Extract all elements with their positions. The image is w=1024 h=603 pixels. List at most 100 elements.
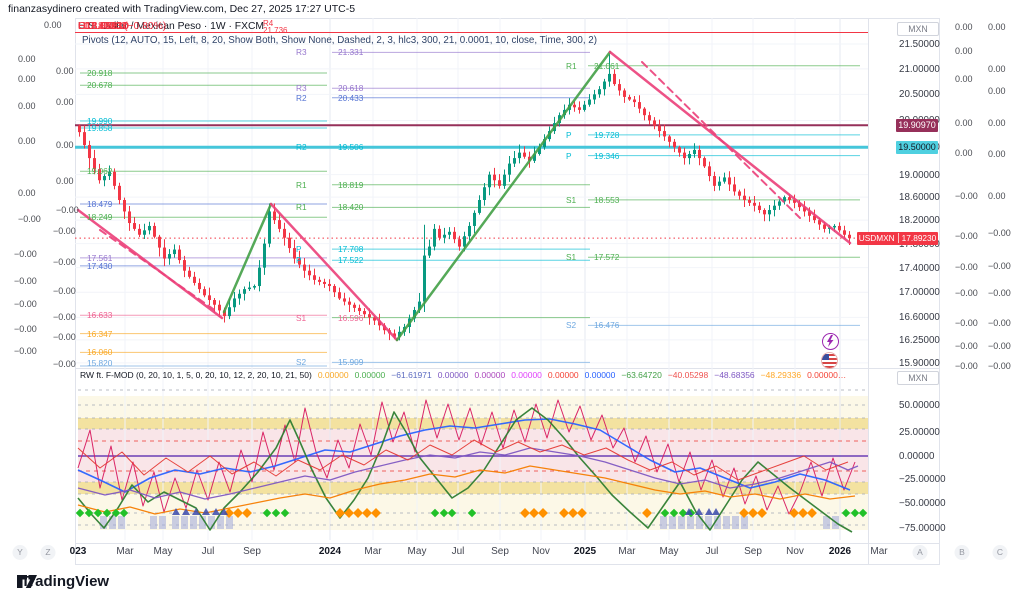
candle [458,239,461,247]
candle [778,201,781,206]
time-label-Mar[interactable]: Mar [870,546,888,557]
time-label-May[interactable]: May [153,546,173,557]
scale-value-label: −0.00 [955,341,978,351]
time-label-Sep[interactable]: Sep [744,546,762,557]
pivot-value: 16.476 [594,320,620,331]
signal-bar [823,516,830,529]
nav-circle-z[interactable]: Z [40,545,56,560]
scale-value-label: 0.00 [18,74,36,84]
scale-value-label: −0.00 [955,318,978,328]
pivot-value: 18.819 [338,179,364,190]
time-axis-separator [75,543,940,544]
candle [808,211,811,216]
time-label-Mar[interactable]: Mar [364,546,382,557]
indicator-pane[interactable] [75,368,868,543]
time-label-Sep[interactable]: Sep [491,546,509,557]
symbol-title[interactable]: U.S. Dollar / Mexican Peso · 1W · FXCM [78,21,264,32]
time-label-Mar[interactable]: Mar [618,546,636,557]
signal-bar [181,516,188,529]
nav-circle-c[interactable]: C [992,545,1008,560]
time-label-May[interactable]: May [659,546,679,557]
band-bright [78,482,868,494]
candle [358,307,361,312]
osc-magenta [77,399,856,515]
pivots-indicator-settings[interactable]: Pivots (12, AUTO, 15, Left, 8, 20, Show … [82,35,598,46]
time-label-2024[interactable]: 2024 [318,546,342,557]
candle [728,177,731,185]
lightning-icon[interactable] [822,333,839,350]
candle [678,147,681,153]
candle [83,132,86,146]
indicator-values: 0.00000 0.00000 −61.61971 0.00000 0.00000 0.0… [318,370,852,380]
candle [293,248,296,259]
candle [443,234,446,238]
orange-diamond-marker [577,508,587,518]
main-price-pane[interactable] [75,18,868,368]
candle [353,304,356,308]
time-label-May[interactable]: May [407,546,427,557]
time-label-Mar[interactable]: Mar [116,546,134,557]
candle [168,254,171,259]
signal-bar [696,516,703,529]
candle [288,237,291,249]
scale-value-label: −0.00 [988,261,1011,271]
pivot-value: 19.346 [594,150,620,161]
candle [623,90,626,97]
candle [703,158,706,167]
time-label-023[interactable]: 023 [69,546,87,557]
pivot-value: 19.728 [594,129,620,140]
candle [393,333,396,337]
time-label-Jul[interactable]: Jul [705,546,719,557]
time-label-Sep[interactable]: Sep [243,546,261,557]
nav-circle-y[interactable]: Y [12,545,28,560]
scale-value-label: 0.00 [18,101,36,111]
signal-bar [199,516,206,529]
last-price-badge: USDMXN 17.89230 [857,231,938,245]
candle [473,212,476,226]
nav-circle-b[interactable]: B [954,545,970,560]
scale-value-label: 0.00 [988,149,1006,159]
candle [88,145,91,159]
candle [463,236,466,247]
candle [313,275,316,280]
price-axis-unit[interactable]: MXN [897,22,939,36]
candle [733,184,736,192]
nav-circle-a[interactable]: A [912,545,928,560]
pivot-label: P [296,244,302,255]
indicator-axis-unit[interactable]: MXN [897,371,939,385]
orange-diamond-marker [757,508,767,518]
candle [543,139,546,148]
candle [803,207,806,212]
time-label-Jul[interactable]: Jul [451,546,465,557]
candle [508,163,511,175]
legend-drag-icon[interactable]: = [78,21,84,31]
pane-separator[interactable] [75,368,940,369]
indicator-title[interactable]: RW ft. F-MOD (0, 20, 10, 1, 5, 0, 20, 10… [80,370,312,380]
pivot-label: R2 [296,141,307,152]
candle [763,210,766,215]
us-flag-icon[interactable] [821,352,838,369]
time-label-Jul[interactable]: Jul [201,546,215,557]
pivot-value: 18.553 [594,194,620,205]
orange-diamond-marker [538,508,548,518]
time-label-2025[interactable]: 2025 [573,546,597,557]
scale-value-label: −0.00 [53,226,76,236]
green-diamond-marker [467,508,477,518]
indicator-legend[interactable]: RW ft. F-MOD (0, 20, 10, 1, 5, 0, 20, 10… [80,370,868,383]
pivot-value: 19.062 [87,166,113,177]
scale-value-label: 0.00 [988,64,1006,74]
time-label-Nov[interactable]: Nov [532,546,550,557]
time-label-Nov[interactable]: Nov [786,546,804,557]
price-axis-separator[interactable] [868,18,869,565]
scale-value-label: 0.00 [988,191,1006,201]
candle [273,211,276,221]
time-label-2026[interactable]: 2026 [828,546,852,557]
candle [228,307,231,317]
scale-value-label: 0.00 [44,20,62,30]
orange-diamond-marker [242,508,252,518]
pivot-value: 21.061 [594,60,620,71]
candle [488,174,491,188]
candle [593,94,596,100]
trendline [99,229,217,312]
candle [198,282,201,290]
